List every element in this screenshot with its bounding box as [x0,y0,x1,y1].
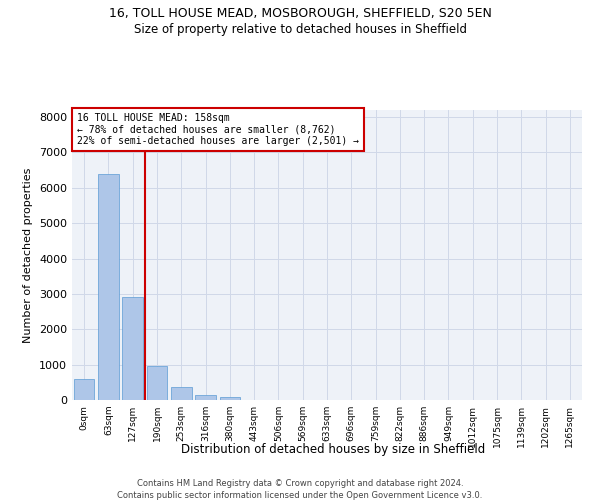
Bar [146,366,167,400]
Text: Distribution of detached houses by size in Sheffield: Distribution of detached houses by size … [181,442,485,456]
Bar [98,174,119,400]
Text: Size of property relative to detached houses in Sheffield: Size of property relative to detached ho… [133,22,467,36]
Bar [195,394,216,400]
Bar [171,388,191,400]
Text: 16 TOLL HOUSE MEAD: 158sqm
← 78% of detached houses are smaller (8,762)
22% of s: 16 TOLL HOUSE MEAD: 158sqm ← 78% of deta… [77,113,359,146]
Text: 16, TOLL HOUSE MEAD, MOSBOROUGH, SHEFFIELD, S20 5EN: 16, TOLL HOUSE MEAD, MOSBOROUGH, SHEFFIE… [109,8,491,20]
Text: Contains public sector information licensed under the Open Government Licence v3: Contains public sector information licen… [118,491,482,500]
Bar [220,398,240,400]
Bar [74,380,94,400]
Bar [122,298,143,400]
Text: Contains HM Land Registry data © Crown copyright and database right 2024.: Contains HM Land Registry data © Crown c… [137,479,463,488]
Y-axis label: Number of detached properties: Number of detached properties [23,168,34,342]
